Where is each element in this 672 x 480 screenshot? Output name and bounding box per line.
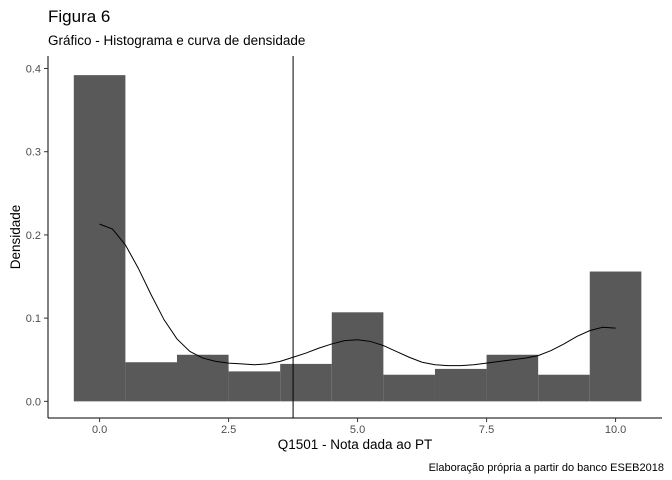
x-axis-title: Q1501 - Nota dada ao PT	[278, 437, 433, 452]
x-tick-label: 2.5	[221, 424, 236, 436]
y-tick-label: 0.0	[26, 396, 41, 408]
chart-title: Figura 6	[48, 7, 110, 26]
y-tick-label: 0.2	[26, 230, 41, 242]
histogram-bar-9	[538, 374, 590, 402]
y-axis-title: Densidade	[8, 205, 23, 270]
y-tick-label: 0.1	[26, 313, 41, 325]
histogram-bar-3	[228, 371, 281, 402]
x-tick-label: 7.5	[479, 424, 494, 436]
histogram-bar-7	[434, 368, 487, 402]
chart-caption: Elaboração própria a partir do banco ESE…	[429, 462, 664, 474]
histogram-bar-2	[176, 354, 229, 402]
histogram-bar-6	[383, 374, 435, 402]
x-tick-label: 0.0	[92, 424, 107, 436]
histogram-bar-10	[589, 271, 642, 402]
x-tick-label: 5.0	[350, 424, 365, 436]
x-tick-label: 10.0	[605, 424, 626, 436]
histogram-bar-4	[280, 363, 332, 402]
histogram-bars	[73, 75, 642, 402]
y-tick-label: 0.4	[26, 63, 41, 75]
y-axis-ticks: 0.0 0.1 0.2 0.3 0.4	[26, 63, 48, 408]
histogram-bar-1	[125, 362, 177, 402]
histogram-bar-5	[331, 312, 384, 402]
histogram-bar-0	[73, 75, 126, 402]
density-curve	[99, 223, 616, 367]
x-axis-ticks: 0.0 2.5 5.0 7.5 10.0	[92, 418, 626, 436]
y-tick-label: 0.3	[26, 147, 41, 159]
chart-subtitle: Gráfico - Histograma e curva de densidad…	[48, 33, 305, 48]
histogram-bar-8	[486, 354, 539, 402]
